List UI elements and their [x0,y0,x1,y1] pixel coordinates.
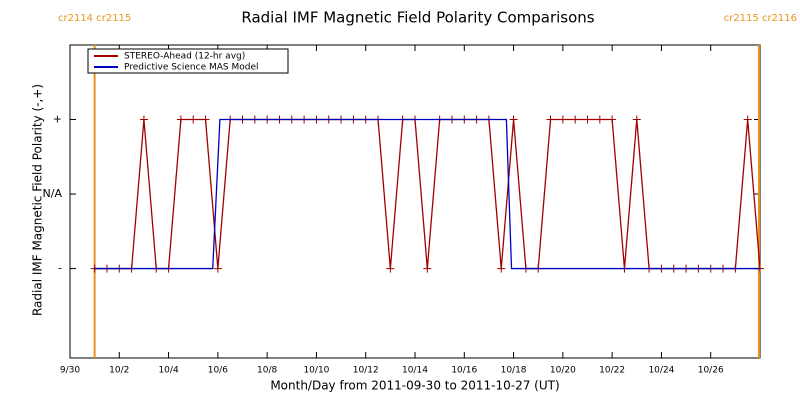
point-marker [558,115,567,124]
x-tick-label: 10/16 [451,366,477,376]
point-marker [139,115,148,124]
x-axis-label: Month/Day from 2011-09-30 to 2011-10-27 … [270,379,559,393]
legend-box [87,48,289,74]
point-marker [213,264,222,273]
y-tick-label: - [58,262,62,275]
point-marker [423,264,432,273]
x-tick-label: 10/4 [158,366,178,376]
point-marker [571,115,580,124]
y-tick-label: N/A [43,187,63,200]
x-tick-label: 10/24 [648,366,674,376]
point-marker [595,115,604,124]
x-tick-label: 10/6 [208,366,228,376]
point-marker [583,115,592,124]
x-tick-label: 10/12 [353,366,379,376]
point-marker [608,115,617,124]
point-marker [189,115,198,124]
x-tick-label: 10/10 [303,366,329,376]
point-marker [632,115,641,124]
carrington-label: cr2115 cr2116 [724,13,797,24]
y-tick-label: + [53,113,62,126]
x-tick-label: 10/2 [109,366,129,376]
legend-label: STEREO-Ahead (12-hr avg) [124,52,245,62]
x-tick-label: 10/8 [257,366,277,376]
point-marker [201,115,210,124]
x-tick-label: 10/14 [402,366,428,376]
x-tick-label: 10/22 [599,366,625,376]
chart-title: Radial IMF Magnetic Field Polarity Compa… [241,9,594,27]
x-tick-label: 10/20 [550,366,576,376]
point-marker [386,264,395,273]
x-tick-label: 10/26 [698,366,724,376]
y-axis-label: Radial IMF Magnetic Field Polarity (-,+) [31,84,45,316]
series-line [94,118,760,270]
point-marker [546,115,555,124]
x-tick-label: 9/30 [60,366,80,376]
point-marker [509,115,518,124]
point-marker [497,264,506,273]
carrington-label: cr2114 cr2115 [58,13,131,24]
legend-label: Predictive Science MAS Model [124,63,259,73]
point-marker [176,115,185,124]
x-tick-label: 10/18 [501,366,527,376]
point-marker [743,115,752,124]
